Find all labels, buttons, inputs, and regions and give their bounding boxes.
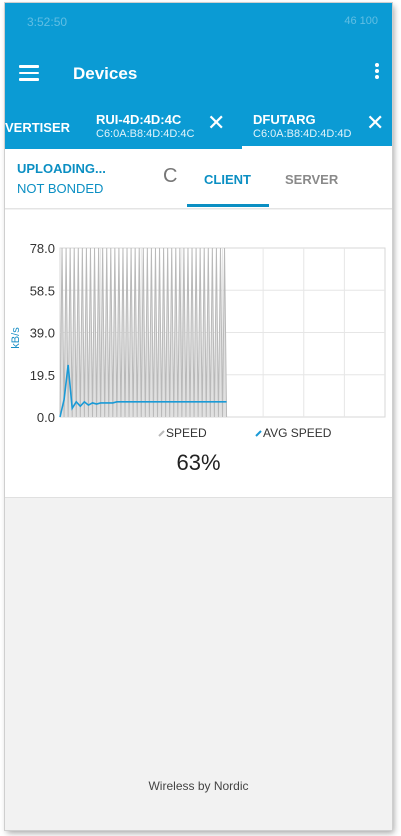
progress-percentage: 63% xyxy=(176,450,221,475)
tab-device-name: RUI-4D:4D:4C xyxy=(96,112,182,127)
footer-text: Wireless by Nordic xyxy=(148,779,249,793)
device-tabs: VERTISER RUI-4D:4D:4C C6:0A:B8:4D:4D:4C … xyxy=(5,103,392,149)
tab-device-advertiser[interactable]: VERTISER xyxy=(5,103,85,149)
tab-device-dfutarg[interactable]: DFUTARG C6:0A:B8:4D:4D:4D ✕ xyxy=(253,103,392,149)
speed-chart: 78.0 58.5 39.0 19.5 0.0 kB/s SPEED AVG SPEED xyxy=(10,241,386,440)
dfu-state-label: UPLOADING... xyxy=(17,161,106,176)
status-time: 3:52:50 xyxy=(27,15,68,29)
tab-device-address: C6:0A:B8:4D:4D:4C xyxy=(96,128,195,140)
speed-chart-card: 78.0 58.5 39.0 19.5 0.0 kB/s SPEED AVG SPEED 63… xyxy=(5,210,392,498)
close-tab-icon[interactable]: ✕ xyxy=(366,110,385,135)
chart-legend-avg-speed-swatch xyxy=(255,430,262,437)
app-bar: Devices xyxy=(5,45,392,103)
dfu-toolbar: UPLOADING... NOT BONDED C CLIENT SERVER xyxy=(5,149,392,209)
more-options-icon[interactable] xyxy=(374,63,380,81)
tab-server[interactable]: SERVER xyxy=(285,172,339,187)
tab-device-rui[interactable]: RUI-4D:4D:4C C6:0A:B8:4D:4D:4C ✕ xyxy=(96,103,236,149)
status-icons: 46 100 xyxy=(344,15,378,27)
refresh-icon[interactable]: C xyxy=(163,165,178,187)
chart-legend-speed-label: SPEED xyxy=(166,426,207,440)
close-tab-icon[interactable]: ✕ xyxy=(207,110,226,135)
chart-y-tick-label: 39.0 xyxy=(30,326,55,341)
chart-legend-speed-swatch xyxy=(158,430,165,437)
tab-device-name: DFUTARG xyxy=(253,112,316,127)
tab-client[interactable]: CLIENT xyxy=(204,172,251,187)
tab-device-address: C6:0A:B8:4D:4D:4D xyxy=(253,128,352,140)
chart-y-tick-label: 78.0 xyxy=(30,241,55,256)
page-title: Devices xyxy=(73,64,138,83)
chart-legend-avg-speed-label: AVG SPEED xyxy=(263,426,332,440)
status-bar: 3:52:50 46 100 xyxy=(5,3,392,45)
client-tab-indicator xyxy=(187,204,269,207)
chart-y-tick-label: 19.5 xyxy=(30,368,55,383)
bond-state-label: NOT BONDED xyxy=(17,181,104,196)
chart-y-tick-label: 0.0 xyxy=(37,410,55,425)
app-screen: 3:52:50 46 100 Devices VERTISER RUI-4D:4… xyxy=(5,3,392,830)
chart-series-speed-area xyxy=(60,248,227,417)
chart-y-tick-label: 58.5 xyxy=(30,283,55,298)
menu-icon[interactable] xyxy=(19,65,39,81)
chart-y-axis-label: kB/s xyxy=(10,327,22,349)
chart-series-avg-speed-line xyxy=(59,364,227,418)
selected-tab-indicator xyxy=(242,146,392,149)
chart-series-speed-line xyxy=(59,247,228,418)
tab-device-name: VERTISER xyxy=(5,120,71,135)
